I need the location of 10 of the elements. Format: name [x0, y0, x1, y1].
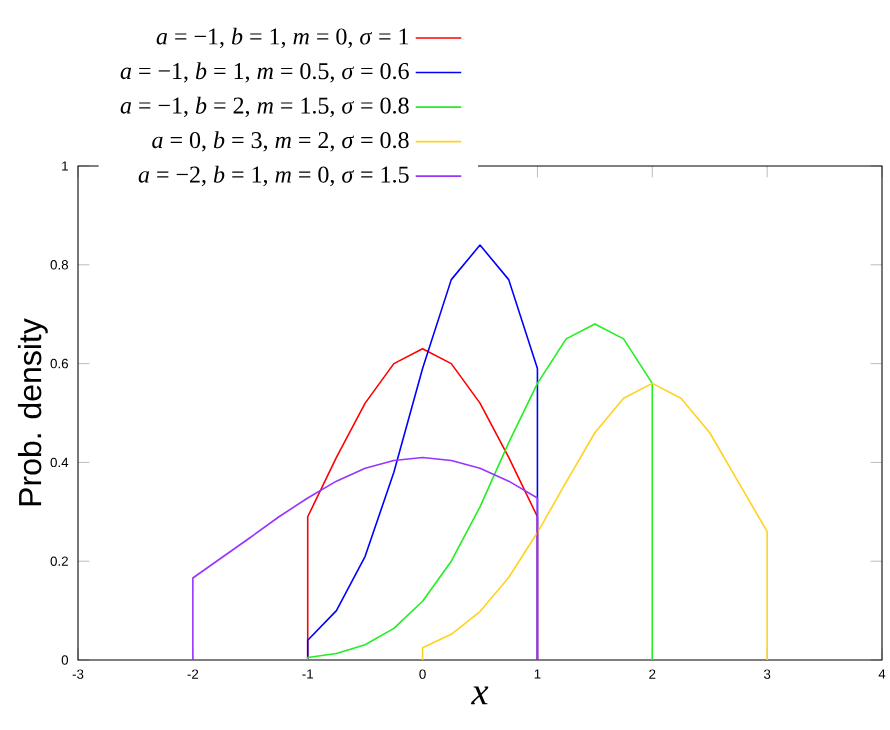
- legend-label: a = −1, b = 2, m = 1.5, σ = 0.8: [120, 96, 409, 118]
- line-series: [421, 382, 768, 660]
- line-series: [192, 456, 539, 660]
- line-series: [306, 323, 654, 660]
- legend-label: a = 0, b = 3, m = 2, σ = 0.8: [152, 131, 409, 152]
- legend-label: a = −1, b = 1, m = 0.5, σ = 0.6: [120, 62, 409, 83]
- legend-label: a = −2, b = 1, m = 0, σ = 1.5: [138, 165, 409, 187]
- y-axis-title: Prob. density: [17, 318, 48, 506]
- x-axis-title: x: [471, 686, 489, 705]
- legend-label: a = −1, b = 1, m = 0, σ = 1: [156, 27, 409, 49]
